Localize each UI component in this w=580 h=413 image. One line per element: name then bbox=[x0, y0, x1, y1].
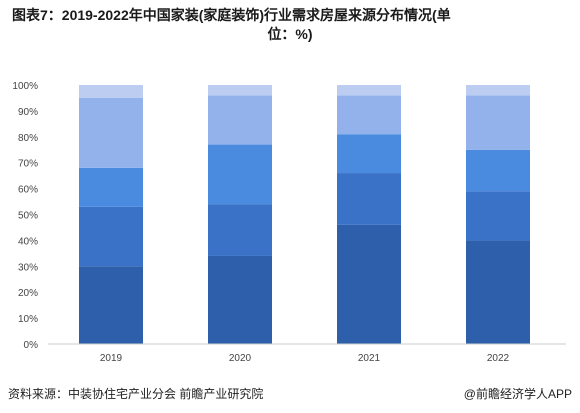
y-tick-label: 100% bbox=[12, 81, 38, 92]
bar-segment-2021-1 bbox=[337, 224, 401, 344]
bar-segment-2019-3 bbox=[79, 167, 143, 207]
bar-segment-2020-4 bbox=[208, 95, 272, 145]
y-tick-label: 70% bbox=[18, 159, 38, 170]
y-tick-label: 60% bbox=[18, 185, 38, 196]
bar-segment-2019-1 bbox=[79, 266, 143, 344]
bar-segment-2020-5 bbox=[208, 85, 272, 96]
y-tick-label: 90% bbox=[18, 107, 38, 118]
bar-segment-2020-3 bbox=[208, 144, 272, 205]
brand-credit: @前瞻经济学人APP bbox=[463, 387, 572, 401]
bar-segment-2022-5 bbox=[466, 85, 530, 96]
x-axis: 2019 2020 2021 2022 bbox=[100, 353, 510, 364]
x-tick-label: 2022 bbox=[487, 353, 510, 364]
x-tick-label: 2019 bbox=[100, 353, 123, 364]
y-tick-label: 80% bbox=[18, 133, 38, 144]
bar-segment-2019-2 bbox=[79, 206, 143, 267]
bar-segment-2021-4 bbox=[337, 95, 401, 135]
bar-segment-2020-2 bbox=[208, 204, 272, 256]
chart-title-line2: 位：%) bbox=[267, 26, 313, 42]
bar-segment-2021-5 bbox=[337, 85, 401, 96]
bar-segment-2019-5 bbox=[79, 85, 143, 98]
bar-segment-2021-2 bbox=[337, 173, 401, 225]
chart-title: 图表7：2019-2022年中国家装(家庭装饰)行业需求房屋来源分布情况(单 位… bbox=[12, 6, 568, 44]
y-tick-label: 30% bbox=[18, 262, 38, 273]
y-tick-label: 50% bbox=[18, 211, 38, 222]
chart-title-line1: 图表7：2019-2022年中国家装(家庭装饰)行业需求房屋来源分布情况(单 bbox=[12, 7, 451, 23]
bar-segment-2021-3 bbox=[337, 134, 401, 174]
source-note: 资料来源：中装协住宅产业分会 前瞻产业研究院 bbox=[8, 387, 264, 401]
x-tick-label: 2021 bbox=[358, 353, 381, 364]
y-tick-label: 40% bbox=[18, 236, 38, 247]
y-axis: 0% 10% 20% 30% 40% 50% 60% 70% 80% 90% 100% bbox=[12, 81, 38, 351]
bar-segment-2019-4 bbox=[79, 97, 143, 168]
bar-series bbox=[79, 85, 530, 344]
x-tick-label: 2020 bbox=[229, 353, 252, 364]
y-tick-label: 10% bbox=[18, 314, 38, 325]
bar-segment-2022-4 bbox=[466, 95, 530, 150]
y-tick-label: 20% bbox=[18, 288, 38, 299]
y-tick-label: 0% bbox=[24, 340, 39, 351]
bar-segment-2022-2 bbox=[466, 191, 530, 241]
bar-segment-2022-3 bbox=[466, 149, 530, 192]
bar-segment-2022-1 bbox=[466, 240, 530, 344]
bar-segment-2020-1 bbox=[208, 255, 272, 344]
